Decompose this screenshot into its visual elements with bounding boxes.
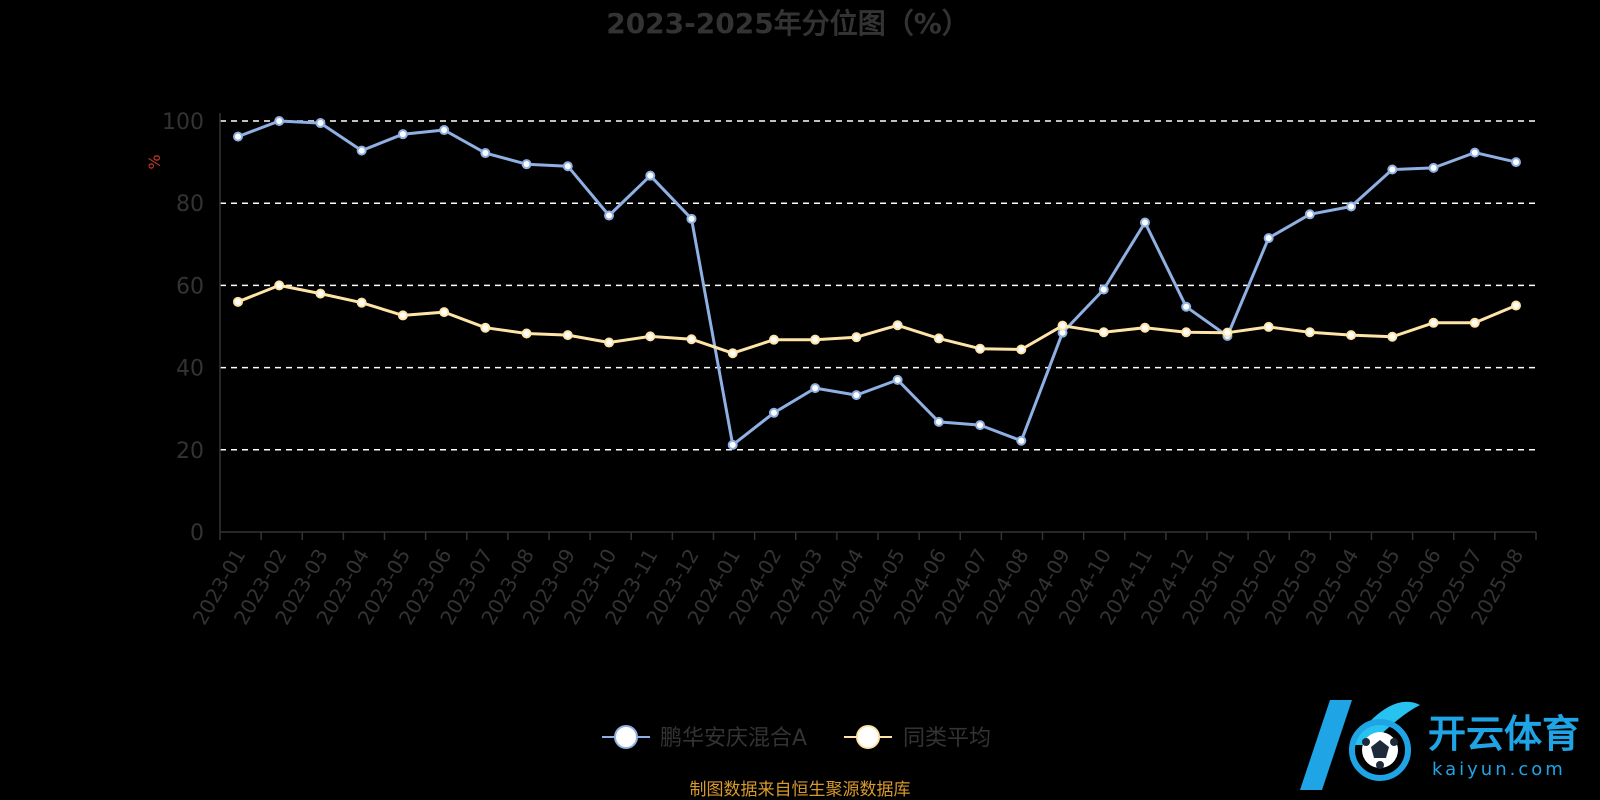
data-point-series-2 bbox=[274, 280, 285, 291]
data-point-series-2 bbox=[1139, 322, 1150, 333]
data-point-series-1 bbox=[768, 407, 779, 418]
data-point-series-1 bbox=[604, 210, 615, 221]
data-point-series-1 bbox=[1469, 147, 1480, 158]
axes bbox=[219, 113, 1537, 540]
data-point-series-2 bbox=[1346, 330, 1357, 341]
x-tick-labels: 2023-012023-022023-032023-042023-052023-… bbox=[188, 545, 1529, 629]
y-tick-label: 0 bbox=[190, 521, 204, 546]
y-tick-labels: 0 20 40 60 80 100 bbox=[162, 110, 204, 546]
y-tick-label: 40 bbox=[176, 357, 204, 382]
data-point-series-1 bbox=[933, 416, 944, 427]
data-point-series-2 bbox=[1016, 344, 1027, 355]
data-point-series-1 bbox=[1016, 435, 1027, 446]
legend-item-series-1[interactable]: 鹏华安庆混合A bbox=[602, 725, 807, 751]
data-point-series-1 bbox=[1511, 157, 1521, 168]
legend-item-series-2[interactable]: 同类平均 bbox=[844, 725, 991, 751]
data-point-series-2 bbox=[727, 348, 738, 359]
data-point-series-1 bbox=[1346, 201, 1357, 212]
data-point-series-2 bbox=[1222, 327, 1233, 338]
y-axis-label: % bbox=[145, 154, 164, 169]
y-tick-label: 100 bbox=[162, 110, 204, 135]
legend-marker-series-2 bbox=[856, 725, 880, 749]
data-point-series-2 bbox=[975, 343, 986, 354]
data-point-series-2 bbox=[810, 334, 821, 345]
data-point-series-1 bbox=[1139, 217, 1150, 228]
grid-lines bbox=[220, 120, 1536, 451]
series-line-2 bbox=[237, 283, 1517, 355]
legend-label-series-1: 鹏华安庆混合A bbox=[660, 726, 807, 751]
data-point-series-2 bbox=[1428, 317, 1439, 328]
data-point-series-1 bbox=[1428, 162, 1439, 173]
data-point-series-1 bbox=[397, 129, 408, 140]
data-point-series-1 bbox=[645, 170, 656, 181]
data-point-series-2 bbox=[892, 320, 903, 331]
data-point-series-1 bbox=[562, 161, 573, 172]
data-point-series-2 bbox=[1511, 300, 1521, 311]
data-point-series-1 bbox=[810, 383, 821, 394]
watermark-domain: kaiyun.com bbox=[1432, 759, 1566, 780]
data-point-series-1 bbox=[274, 116, 285, 126]
y-tick-label: 60 bbox=[176, 274, 204, 299]
data-point-series-1 bbox=[315, 118, 326, 129]
data-point-series-2 bbox=[397, 310, 408, 321]
legend-label-series-2: 同类平均 bbox=[903, 726, 991, 751]
watermark-brand: 开云体育 bbox=[1428, 712, 1580, 756]
data-point-series-2 bbox=[768, 334, 779, 345]
data-point-series-1 bbox=[1263, 233, 1274, 244]
data-point-series-2 bbox=[1469, 317, 1480, 328]
data-point-series-2 bbox=[851, 332, 862, 343]
data-point-series-2 bbox=[1181, 327, 1192, 338]
data-point-series-1 bbox=[521, 159, 532, 170]
data-point-series-1 bbox=[851, 390, 862, 401]
data-point-series-2 bbox=[604, 337, 615, 348]
data-point-series-2 bbox=[562, 330, 573, 341]
data-point-series-2 bbox=[233, 296, 243, 307]
data-point-series-2 bbox=[933, 333, 944, 344]
data-point-series-2 bbox=[480, 322, 491, 333]
watermark-logo: 开云体育 kaiyun.com bbox=[1300, 700, 1580, 790]
data-point-series-1 bbox=[439, 125, 450, 136]
data-point-series-1 bbox=[1387, 164, 1398, 175]
data-point-series-2 bbox=[356, 297, 367, 308]
data-point-series-2 bbox=[439, 307, 450, 318]
y-tick-label: 20 bbox=[176, 439, 204, 464]
data-point-series-1 bbox=[1181, 301, 1192, 312]
data-point-series-1 bbox=[233, 131, 243, 142]
data-point-series-2 bbox=[645, 331, 656, 342]
legend: 鹏华安庆混合A 同类平均 bbox=[602, 725, 991, 751]
soccer-ball-k-logo-icon bbox=[1300, 700, 1420, 790]
legend-marker-series-1 bbox=[614, 725, 638, 749]
data-point-series-2 bbox=[315, 288, 326, 299]
data-point-series-1 bbox=[892, 374, 903, 385]
data-point-series-2 bbox=[1304, 327, 1315, 338]
data-point-series-1 bbox=[1304, 209, 1315, 220]
data-point-series-1 bbox=[975, 420, 986, 431]
data-point-series-2 bbox=[1057, 320, 1068, 331]
data-point-series-2 bbox=[1263, 321, 1274, 332]
chart-title: 2023-2025年分位图（%） bbox=[606, 7, 970, 40]
data-point-series-2 bbox=[1098, 327, 1109, 338]
data-point-series-2 bbox=[686, 334, 697, 345]
source-note: 制图数据来自恒生聚源数据库 bbox=[690, 780, 911, 800]
series-line-1 bbox=[237, 119, 1517, 447]
data-point-series-2 bbox=[1387, 331, 1398, 342]
series-layer bbox=[233, 116, 1521, 450]
data-point-series-1 bbox=[727, 439, 738, 450]
data-point-series-1 bbox=[356, 145, 367, 156]
data-point-series-2 bbox=[521, 328, 532, 339]
data-point-series-1 bbox=[686, 213, 697, 224]
data-point-series-1 bbox=[480, 148, 491, 159]
data-point-series-1 bbox=[1098, 284, 1109, 295]
y-tick-label: 80 bbox=[176, 192, 204, 217]
